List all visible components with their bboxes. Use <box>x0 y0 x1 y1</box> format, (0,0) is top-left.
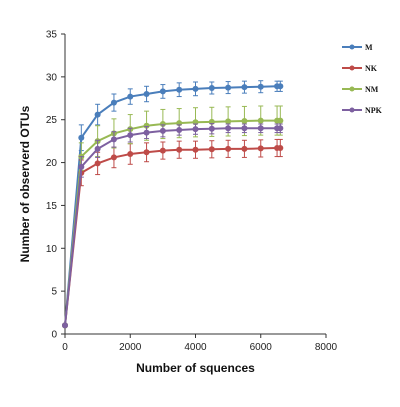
data-point-nk <box>176 146 183 153</box>
y-tick-label: 15 <box>46 201 58 212</box>
data-point-nm <box>225 118 232 125</box>
legend-item-nm: NM <box>342 85 379 94</box>
legend-item-npk: NPK <box>342 106 383 115</box>
legend-swatch-marker <box>349 86 355 92</box>
data-point-npk <box>143 129 150 136</box>
data-point-m <box>192 85 199 92</box>
data-point-nm <box>257 117 264 124</box>
series-group <box>62 80 284 329</box>
x-axis-ticks: 0 2000 4000 6000 8000 <box>62 334 338 353</box>
x-tick-label: 2000 <box>119 342 142 353</box>
data-point-m <box>225 84 232 91</box>
data-point-nk <box>241 145 248 152</box>
data-point-nk <box>225 145 232 152</box>
data-point-nm <box>277 117 284 124</box>
data-point-npk <box>176 127 183 133</box>
data-point-nk <box>159 147 166 154</box>
y-tick-label: 5 <box>51 287 57 298</box>
data-point-m <box>257 83 264 90</box>
data-point-nk <box>143 149 150 156</box>
data-point-npk <box>241 125 248 132</box>
data-point-npk <box>62 322 68 329</box>
x-axis-label: Number of squences <box>136 361 255 375</box>
legend-swatch-marker <box>349 44 355 50</box>
data-point-m <box>241 84 248 91</box>
data-point-m <box>110 99 117 106</box>
legend-item-m: M <box>342 43 373 52</box>
y-tick-label: 10 <box>46 244 58 255</box>
y-tick-label: 20 <box>46 158 58 169</box>
data-point-m <box>277 83 284 90</box>
data-point-nk <box>257 145 264 152</box>
x-tick-label: 8000 <box>315 342 338 353</box>
y-tick-label: 30 <box>46 72 58 83</box>
series-nk <box>62 138 284 329</box>
x-tick-label: 4000 <box>184 342 207 353</box>
data-point-npk <box>159 127 166 134</box>
x-tick-label: 6000 <box>250 342 273 353</box>
data-point-nm <box>241 118 248 124</box>
data-point-npk <box>257 125 264 132</box>
axes <box>64 34 326 335</box>
data-point-npk <box>110 136 117 143</box>
data-point-nk <box>110 154 117 161</box>
data-point-npk <box>94 145 101 152</box>
data-point-nk <box>192 146 199 153</box>
y-axis-label: Number of observerd OTUs <box>18 105 32 262</box>
legend-swatch-marker <box>349 107 355 113</box>
data-point-m <box>94 111 101 118</box>
data-point-m <box>208 85 215 91</box>
legend: M NK NM NPK <box>342 43 383 115</box>
legend-swatch-marker <box>349 65 355 71</box>
data-point-npk <box>192 126 199 133</box>
legend-label-nm: NM <box>365 85 379 94</box>
data-point-nk <box>127 151 134 157</box>
legend-label-m: M <box>365 43 373 52</box>
data-point-npk <box>277 125 284 132</box>
data-point-nm <box>159 121 166 127</box>
data-point-m <box>78 134 85 141</box>
y-tick-label: 35 <box>46 30 58 41</box>
data-point-m <box>127 93 134 100</box>
y-tick-label: 0 <box>51 330 57 341</box>
data-point-npk <box>225 125 232 132</box>
legend-item-nk: NK <box>342 64 378 73</box>
data-point-nk <box>94 160 101 167</box>
data-point-npk <box>208 125 215 132</box>
data-point-m <box>143 91 150 97</box>
data-point-nm <box>143 122 150 129</box>
series-m <box>62 80 284 329</box>
data-point-m <box>159 88 166 95</box>
data-point-npk <box>78 163 85 170</box>
y-tick-label: 25 <box>46 115 58 126</box>
series-npk <box>62 123 284 329</box>
data-point-nk <box>277 145 284 151</box>
y-axis-ticks: 0 5 10 15 20 25 30 35 <box>46 30 65 341</box>
legend-label-nk: NK <box>365 64 378 73</box>
data-point-m <box>176 86 183 93</box>
data-point-npk <box>127 132 134 139</box>
x-tick-label: 0 <box>62 342 68 353</box>
data-point-nk <box>208 146 215 153</box>
legend-label-npk: NPK <box>365 106 383 115</box>
series-nm <box>62 105 284 329</box>
